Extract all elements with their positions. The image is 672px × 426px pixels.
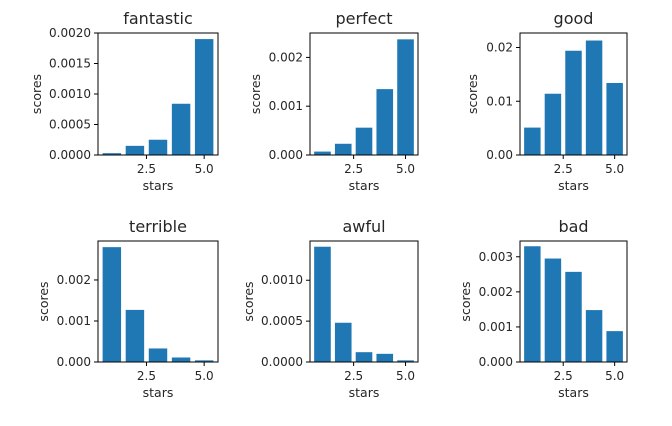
x-tick-label: 2.5 <box>137 162 156 176</box>
y-tick-label: 0.001 <box>57 314 91 328</box>
bar-awful-2 <box>334 322 352 362</box>
bar-good-3 <box>565 50 582 155</box>
bar-fantastic-3 <box>148 139 168 155</box>
bar-bad-1 <box>524 246 541 362</box>
bar-awful-4 <box>376 353 394 362</box>
y-tick-label: 0.000 <box>269 148 303 162</box>
y-tick-label: 0.0015 <box>49 57 91 71</box>
axes-frame <box>97 240 219 363</box>
y-tick-label: 0.002 <box>57 273 91 287</box>
bar-terrible-3 <box>148 348 168 362</box>
subplot-bad: 0.000 0.001 0.002 0.003 2.5 5.0 bad stars scores <box>458 217 628 400</box>
x-tick-label: 5.0 <box>605 162 624 176</box>
y-tick-label: 0.002 <box>479 285 513 299</box>
y-tick-label: 0.000 <box>57 355 91 369</box>
y-tick-label: 0.000 <box>479 355 513 369</box>
y-tick-label: 0.0000 <box>49 148 91 162</box>
subplot-fantastic: 0.0000 0.0005 0.0010 0.0015 0.0020 2.5 5.0 fant… <box>29 9 219 193</box>
subplot-title: awful <box>342 217 385 236</box>
x-tick-label: 2.5 <box>344 162 363 176</box>
subplot-title: bad <box>558 217 588 236</box>
subplot-title: terrible <box>129 217 187 236</box>
bar-good-1 <box>524 127 541 155</box>
bar-fantastic-4 <box>171 103 191 155</box>
subplot-perfect: 0.000 0.001 0.002 2.5 5.0 perfect stars scores <box>248 9 419 193</box>
y-axis-label: scores <box>36 281 51 321</box>
y-tick-label: 0.0005 <box>261 314 303 328</box>
x-tick-label: 5.0 <box>195 369 214 383</box>
x-axis-label: stars <box>143 385 174 400</box>
bar-awful-5 <box>397 360 414 362</box>
subplot-terrible: 0.000 0.001 0.002 2.5 5.0 terrible stars scores <box>36 217 219 400</box>
bar-bad-4 <box>585 310 603 362</box>
axes-frame <box>309 32 419 156</box>
y-tick-label: 0.02 <box>486 41 513 55</box>
bar-perfect-4 <box>376 89 394 155</box>
bar-fantastic-2 <box>125 145 145 155</box>
x-axis-label: stars <box>143 178 174 193</box>
x-tick-label: 5.0 <box>396 162 415 176</box>
bar-terrible-4 <box>171 357 191 362</box>
bar-bad-2 <box>544 258 562 362</box>
y-tick-label: 0.0005 <box>49 118 91 132</box>
y-tick-label: 0.001 <box>479 320 513 334</box>
bar-good-5 <box>606 82 623 155</box>
bar-terrible-1 <box>102 247 122 362</box>
axes-frame <box>519 32 628 156</box>
y-axis-label: scores <box>458 281 473 321</box>
x-axis-label: stars <box>558 178 589 193</box>
bar-perfect-5 <box>397 39 414 155</box>
y-axis-label: scores <box>241 281 256 321</box>
bar-perfect-1 <box>314 151 331 155</box>
x-tick-label: 2.5 <box>554 369 573 383</box>
y-tick-label: 0.0000 <box>261 355 303 369</box>
x-axis-label: stars <box>349 385 380 400</box>
x-tick-label: 2.5 <box>137 369 156 383</box>
y-tick-label: 0.003 <box>479 250 513 264</box>
x-tick-label: 5.0 <box>195 162 214 176</box>
x-tick-label: 5.0 <box>396 369 415 383</box>
x-axis-label: stars <box>558 385 589 400</box>
subplot-awful: 0.0000 0.0005 0.0010 2.5 5.0 awful stars scores <box>241 217 419 400</box>
bar-fantastic-5 <box>194 39 214 155</box>
subplot-title: fantastic <box>123 9 193 28</box>
bar-awful-1 <box>314 246 331 362</box>
y-axis-label: scores <box>29 74 44 114</box>
bar-fantastic-1 <box>102 153 122 155</box>
subplot-good: 0.00 0.01 0.02 2.5 5.0 good stars scores <box>465 9 628 193</box>
y-tick-label: 0.001 <box>269 99 303 113</box>
bar-terrible-5 <box>194 360 214 362</box>
y-axis-label: scores <box>248 74 263 114</box>
y-tick-label: 0.0010 <box>261 273 303 287</box>
x-tick-label: 2.5 <box>554 162 573 176</box>
bar-perfect-3 <box>355 127 373 155</box>
axes-frame <box>519 240 628 363</box>
subplot-title: good <box>554 9 594 28</box>
y-axis-label: scores <box>465 74 480 114</box>
y-tick-label: 0.002 <box>269 50 303 64</box>
subplot-title: perfect <box>335 9 392 28</box>
y-tick-label: 0.01 <box>486 94 513 108</box>
bar-bad-5 <box>606 331 623 362</box>
bar-terrible-2 <box>125 309 145 362</box>
y-tick-label: 0.0020 <box>49 26 91 40</box>
bar-good-4 <box>585 40 603 155</box>
x-tick-label: 2.5 <box>344 369 363 383</box>
y-tick-label: 0.00 <box>486 148 513 162</box>
y-tick-label: 0.0010 <box>49 87 91 101</box>
x-tick-label: 5.0 <box>605 369 624 383</box>
bar-awful-3 <box>355 352 373 362</box>
axes-frame <box>309 240 419 363</box>
bar-perfect-2 <box>334 143 352 155</box>
bar-good-2 <box>544 93 562 155</box>
x-axis-label: stars <box>349 178 380 193</box>
bar-bad-3 <box>565 271 582 362</box>
